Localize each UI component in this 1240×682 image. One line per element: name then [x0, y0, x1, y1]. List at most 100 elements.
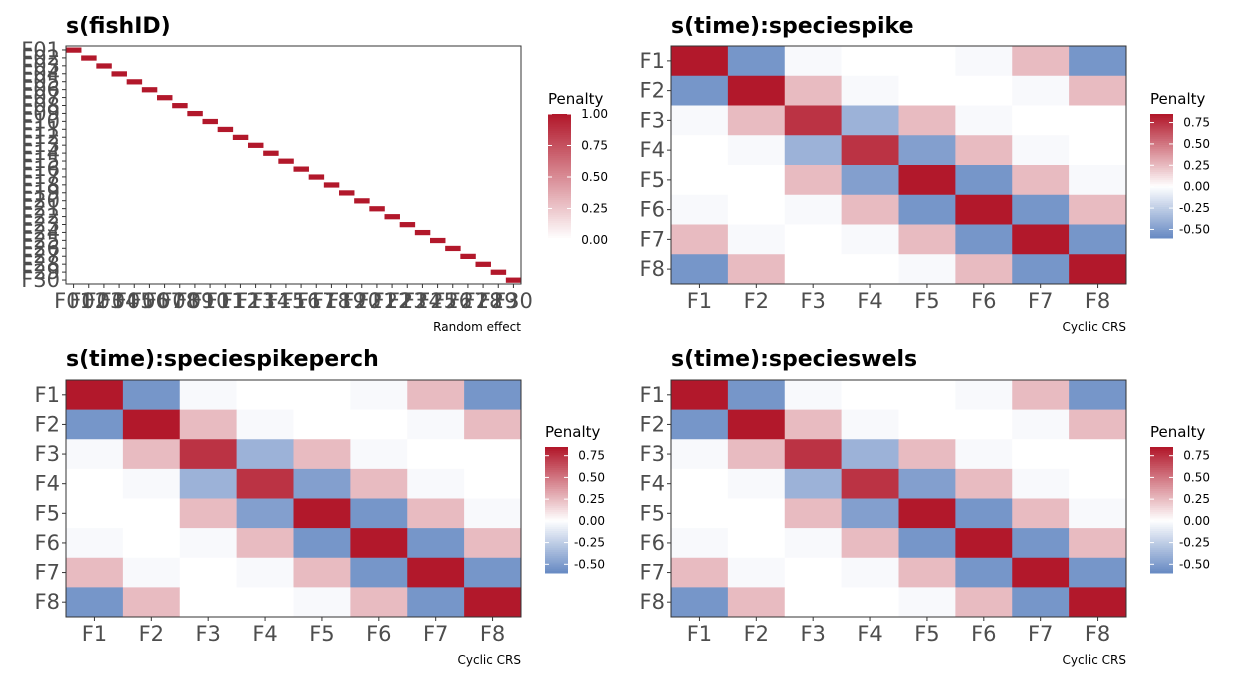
x-tick-label: F17 — [297, 289, 336, 313]
x-tick-label: F20 — [342, 289, 381, 313]
legend-colorbar-segment — [548, 231, 571, 235]
heatmap-cell — [217, 126, 234, 133]
legend-colorbar-segment — [548, 235, 571, 239]
panel-title: s(fishID) — [66, 14, 171, 39]
legend-colorbar-segment — [1150, 566, 1173, 570]
legend-colorbar-segment — [548, 198, 571, 201]
y-tick-label: F03 — [21, 54, 60, 78]
heatmap-cell — [464, 587, 522, 618]
heatmap-cell — [784, 380, 842, 410]
heatmap-cell — [784, 105, 842, 136]
legend-colorbar-segment — [1150, 495, 1173, 498]
legend-title: Penalty — [545, 423, 600, 441]
legend-colorbar-segment — [548, 193, 571, 197]
heatmap-cell — [784, 165, 842, 196]
legend-colorbar-segment — [545, 518, 568, 521]
legend-colorbar-segment — [548, 223, 571, 226]
y-tick-label: F1 — [640, 49, 665, 73]
legend-colorbar-segment — [548, 189, 571, 193]
legend-colorbar-segment — [1150, 510, 1173, 513]
y-tick-label: F19 — [21, 181, 60, 205]
legend-tick-label: 0.00 — [1183, 514, 1210, 528]
legend-colorbar-segment — [1150, 514, 1173, 517]
legend-colorbar-segment — [545, 533, 568, 536]
legend-colorbar-segment — [548, 149, 571, 153]
heatmap-cell — [293, 166, 309, 172]
legend-colorbar-segment — [545, 524, 568, 528]
heatmap-cell — [841, 380, 899, 410]
heatmap-cell — [1012, 409, 1070, 440]
legend-colorbar-segment — [1150, 539, 1173, 542]
heatmap-cell — [955, 528, 1013, 559]
legend-colorbar-segment — [1150, 155, 1173, 158]
legend-colorbar-segment — [1150, 229, 1173, 233]
panel-specieswels: s(time):specieswels Cyclic CRS Penalty F… — [640, 347, 1210, 667]
legend-colorbar-segment — [1150, 447, 1173, 450]
legend-colorbar-segment — [1150, 570, 1173, 574]
heatmap-cell — [464, 380, 522, 410]
heatmap-cell — [671, 557, 729, 588]
x-tick-label: F3 — [195, 622, 220, 646]
legend-colorbar-segment — [1150, 556, 1173, 559]
heatmap-cell — [955, 135, 1013, 166]
legend-colorbar-segment — [1150, 196, 1173, 200]
heatmap-cell — [898, 528, 956, 559]
legend-tick-label: 0.50 — [581, 170, 608, 184]
heatmap-cell — [464, 557, 522, 588]
heatmap-cell — [236, 587, 294, 618]
x-tick-label: F22 — [373, 289, 412, 313]
heatmap-cell — [671, 409, 729, 440]
legend-colorbar-segment — [1150, 217, 1173, 220]
heatmap-cell — [122, 468, 181, 499]
legend-colorbar-segment — [1150, 188, 1173, 191]
y-tick-label: F28 — [21, 252, 60, 276]
heatmap-cell — [179, 528, 237, 559]
x-tick-label: F03 — [85, 289, 124, 313]
legend-colorbar-segment — [1150, 480, 1173, 484]
heatmap-cell — [727, 409, 786, 440]
heatmap-cell — [898, 46, 956, 77]
heatmap-cell — [172, 103, 188, 109]
heatmap-cell — [1069, 468, 1127, 499]
x-tick-label: F04 — [100, 289, 139, 313]
legend-colorbar-segment — [1150, 505, 1173, 509]
y-tick-label: F23 — [21, 213, 60, 237]
heatmap-cell — [111, 71, 127, 77]
y-tick-label: F20 — [21, 189, 60, 213]
heatmap-cell — [407, 439, 465, 470]
heatmap-cell — [122, 380, 181, 410]
legend-colorbar-segment — [1150, 455, 1173, 458]
x-axis-label: Random effect — [433, 320, 521, 334]
x-tick-label: F3 — [800, 622, 825, 646]
legend-colorbar-segment — [1150, 562, 1173, 566]
legend-title: Penalty — [1150, 423, 1205, 441]
heatmap-cell — [671, 380, 729, 410]
legend-tick-label: -0.25 — [1179, 536, 1210, 550]
y-tick-label: F2 — [35, 412, 60, 436]
legend-colorbar-segment — [1150, 157, 1173, 160]
legend-colorbar-segment — [548, 122, 571, 125]
legend-colorbar-segment — [1150, 186, 1173, 189]
legend-colorbar-segment — [1150, 192, 1173, 196]
heatmap-cell — [1012, 557, 1070, 588]
panel-border — [65, 379, 522, 618]
panel-fishid: s(fishID) Random effect Penalty F01F02F0… — [21, 14, 608, 334]
x-tick-label: F24 — [403, 289, 442, 313]
legend-colorbar-segment — [545, 484, 568, 488]
legend-colorbar-segment — [548, 160, 571, 163]
legend-colorbar-segment — [545, 474, 568, 477]
y-tick-label: F29 — [21, 260, 60, 284]
legend-colorbar-segment — [548, 225, 571, 228]
legend-colorbar-segment — [545, 566, 568, 570]
legend-colorbar-segment — [545, 539, 568, 542]
heatmap-cell — [955, 587, 1013, 618]
x-tick-label: F8 — [1085, 622, 1110, 646]
heatmap-cell — [1012, 498, 1070, 529]
x-tick-label: F14 — [251, 289, 290, 313]
y-tick-label: F4 — [640, 138, 665, 162]
y-tick-label: F13 — [21, 133, 60, 157]
heatmap-cell — [955, 194, 1013, 225]
heatmap-cell — [202, 118, 218, 125]
legend-colorbar-segment — [1150, 149, 1173, 152]
heatmap-cell — [464, 409, 522, 440]
